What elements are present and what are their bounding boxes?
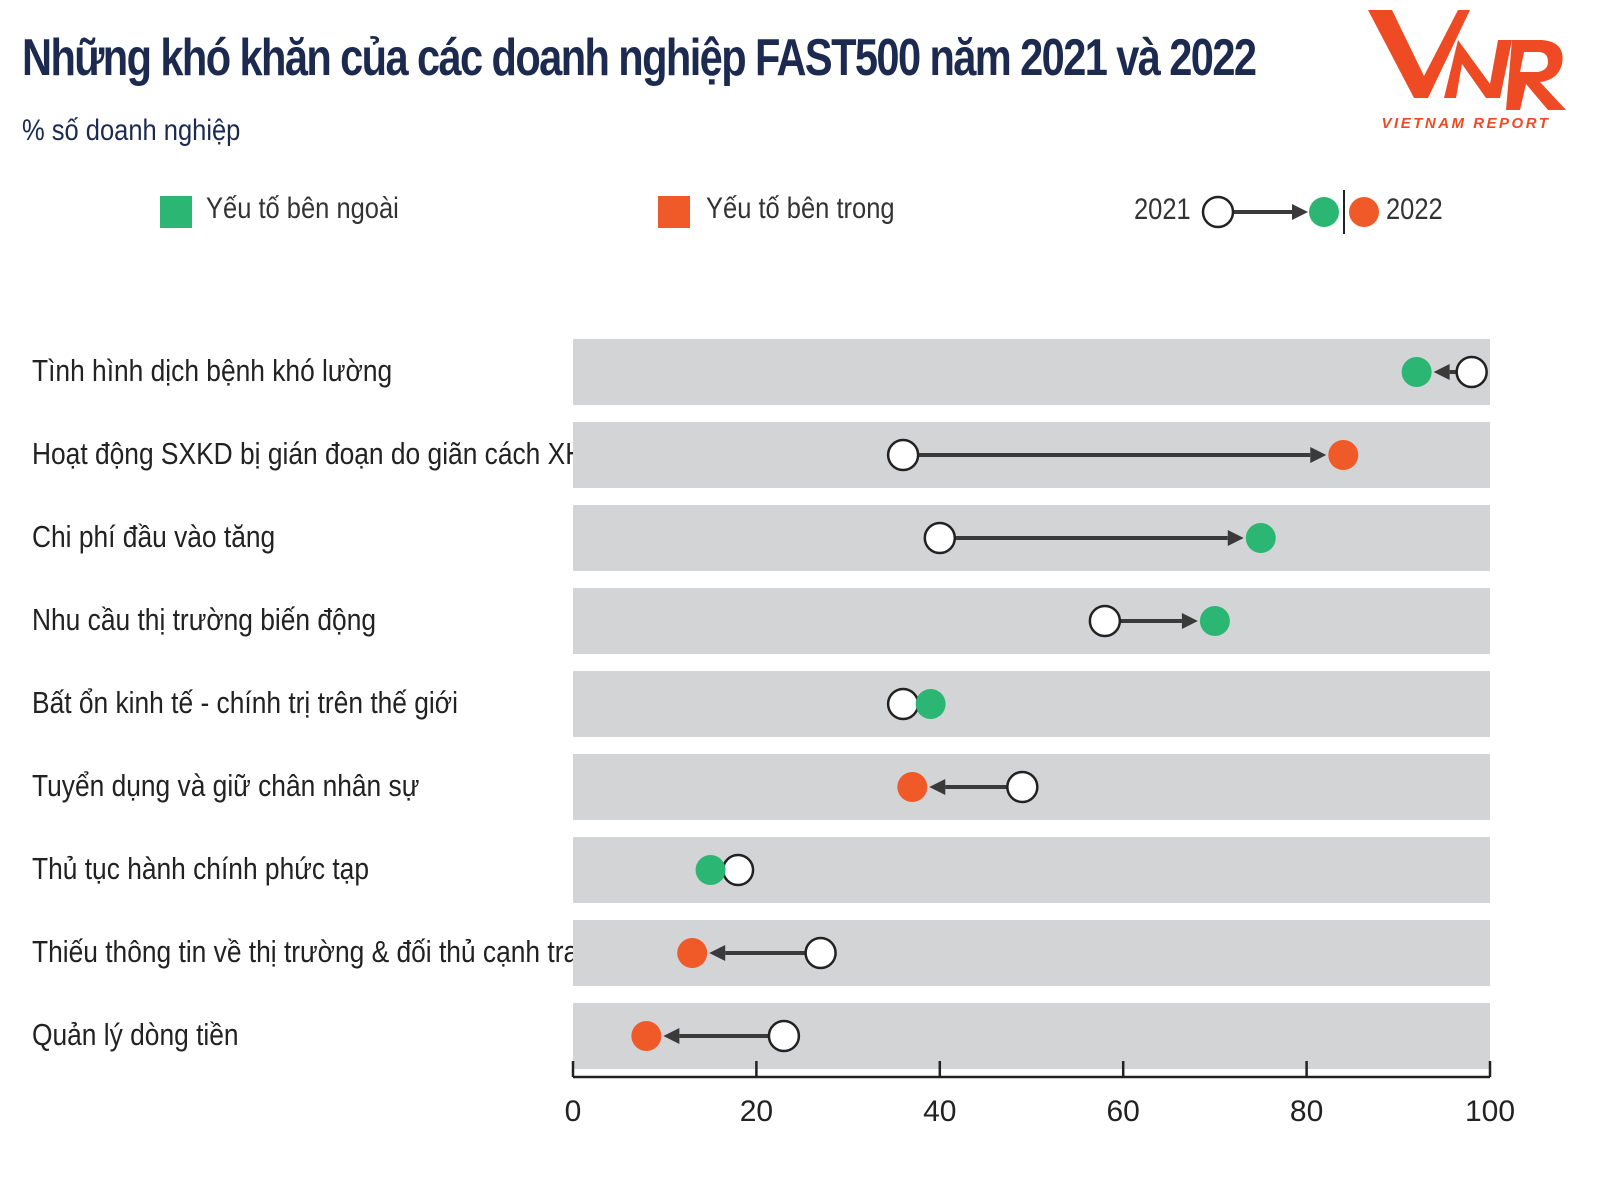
- change-arrow-head: [1181, 613, 1198, 629]
- change-arrow-head: [1227, 530, 1244, 546]
- point-2022: [1245, 523, 1276, 553]
- x-tick-label: 0: [565, 1095, 582, 1128]
- change-arrow-head: [663, 1028, 680, 1044]
- legend-2022-internal-marker: [1349, 197, 1379, 227]
- point-2022: [677, 938, 708, 968]
- category-label: Thiếu thông tin về thị trường & đối thủ …: [32, 934, 608, 969]
- change-arrow-head: [929, 779, 946, 795]
- point-2022: [1199, 606, 1230, 636]
- legend-year-from: 2021: [1134, 193, 1191, 226]
- category-label: Quản lý dòng tiền: [32, 1017, 239, 1052]
- category-label: Tình hình dịch bệnh khó lường: [32, 353, 393, 388]
- point-2021: [886, 687, 920, 721]
- category-label: Chi phí đầu vào tăng: [32, 519, 276, 554]
- legend-internal-swatch: [658, 196, 690, 228]
- row-band: [573, 339, 1490, 405]
- category-label: Tuyển dụng và giữ chân nhân sự: [32, 768, 420, 803]
- legend-external-label: Yếu tố bên ngoài: [206, 192, 399, 225]
- x-tick-label: 60: [1107, 1095, 1140, 1128]
- vnr-logo: VIETNAM REPORT: [1368, 10, 1566, 132]
- legend-2022-external-marker: [1309, 197, 1339, 227]
- point-2022: [1328, 440, 1359, 470]
- row-band: [573, 671, 1490, 737]
- category-label: Thủ tục hành chính phức tạp: [32, 851, 369, 886]
- change-arrow-head: [1310, 447, 1327, 463]
- legend-year-to: 2022: [1386, 193, 1443, 226]
- x-tick-label: 100: [1465, 1095, 1515, 1128]
- point-2022: [1401, 357, 1432, 387]
- category-label: Hoạt động SXKD bị gián đoạn do giãn cách…: [32, 436, 585, 471]
- point-2022: [897, 772, 928, 802]
- point-2022: [695, 855, 726, 885]
- point-2021: [1006, 770, 1039, 804]
- change-arrow-head: [1433, 364, 1450, 380]
- page-subtitle: % số doanh nghiệp: [22, 114, 241, 147]
- point-2021: [1455, 355, 1488, 389]
- x-tick-label: 20: [740, 1095, 773, 1128]
- page-title: Những khó khăn của các doanh nghiệp FAST…: [22, 29, 1257, 87]
- point-2021: [804, 936, 837, 970]
- point-2021: [923, 521, 957, 555]
- category-label: Bất ổn kinh tế - chính trị trên thế giới: [32, 685, 458, 720]
- logo-text: VIETNAM REPORT: [1382, 115, 1551, 132]
- point-2022: [915, 689, 946, 719]
- point-2021: [886, 438, 920, 472]
- point-2022: [631, 1021, 662, 1051]
- point-2021: [721, 853, 755, 887]
- legend-internal-label: Yếu tố bên trong: [706, 192, 895, 225]
- category-label: Nhu cầu thị trường biến động: [32, 602, 377, 637]
- point-2021: [1088, 604, 1122, 638]
- row-band: [573, 588, 1490, 654]
- legend-external-swatch: [160, 196, 192, 228]
- legend-2021-marker: [1201, 195, 1235, 229]
- change-arrow-head: [709, 945, 726, 961]
- x-tick-label: 80: [1290, 1095, 1323, 1128]
- x-tick-label: 40: [923, 1095, 956, 1128]
- point-2021: [767, 1019, 801, 1053]
- legend-arrow-key: [1201, 190, 1379, 234]
